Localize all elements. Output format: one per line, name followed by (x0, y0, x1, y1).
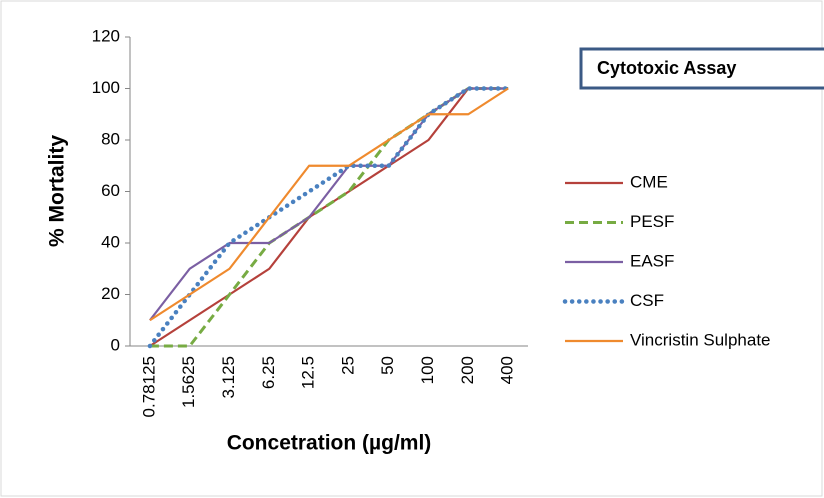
x-tick-label: 25 (338, 356, 357, 375)
legend-label: Vincristin Sulphate (630, 330, 771, 349)
title-box (579, 47, 824, 90)
legend-label: EASF (630, 251, 674, 270)
y-tick-label: 40 (101, 232, 120, 251)
series-line (149, 87, 509, 322)
x-tick-label: 0.78125 (139, 356, 158, 417)
x-tick-label: 50 (378, 356, 397, 375)
y-tick-label: 0 (111, 335, 120, 354)
legend-label: CME (630, 172, 668, 191)
x-tick-label: 1.5625 (179, 356, 198, 408)
y-tick-label: 20 (101, 284, 120, 303)
y-tick-label: 100 (92, 78, 120, 97)
x-tick-label: 12.5 (299, 356, 318, 389)
x-tick-label: 200 (458, 356, 477, 384)
y-tick-label: 60 (101, 181, 120, 200)
x-tick-label: 3.125 (219, 356, 238, 399)
x-tick-label: 6.25 (259, 356, 278, 389)
y-tick-label: 120 (92, 26, 120, 45)
y-axis-title: % Mortality (46, 135, 69, 247)
x-tick-label: 100 (418, 356, 437, 384)
x-tick-label: 400 (498, 356, 517, 384)
legend-label: PESF (630, 212, 674, 231)
chart-title: Cytotoxic Assay (597, 58, 736, 78)
series-line (147, 86, 511, 349)
series-line (149, 87, 509, 321)
legend-label: CSF (630, 291, 664, 310)
x-axis-title: Concetration (µg/ml) (227, 432, 432, 455)
y-tick-label: 80 (101, 129, 120, 148)
